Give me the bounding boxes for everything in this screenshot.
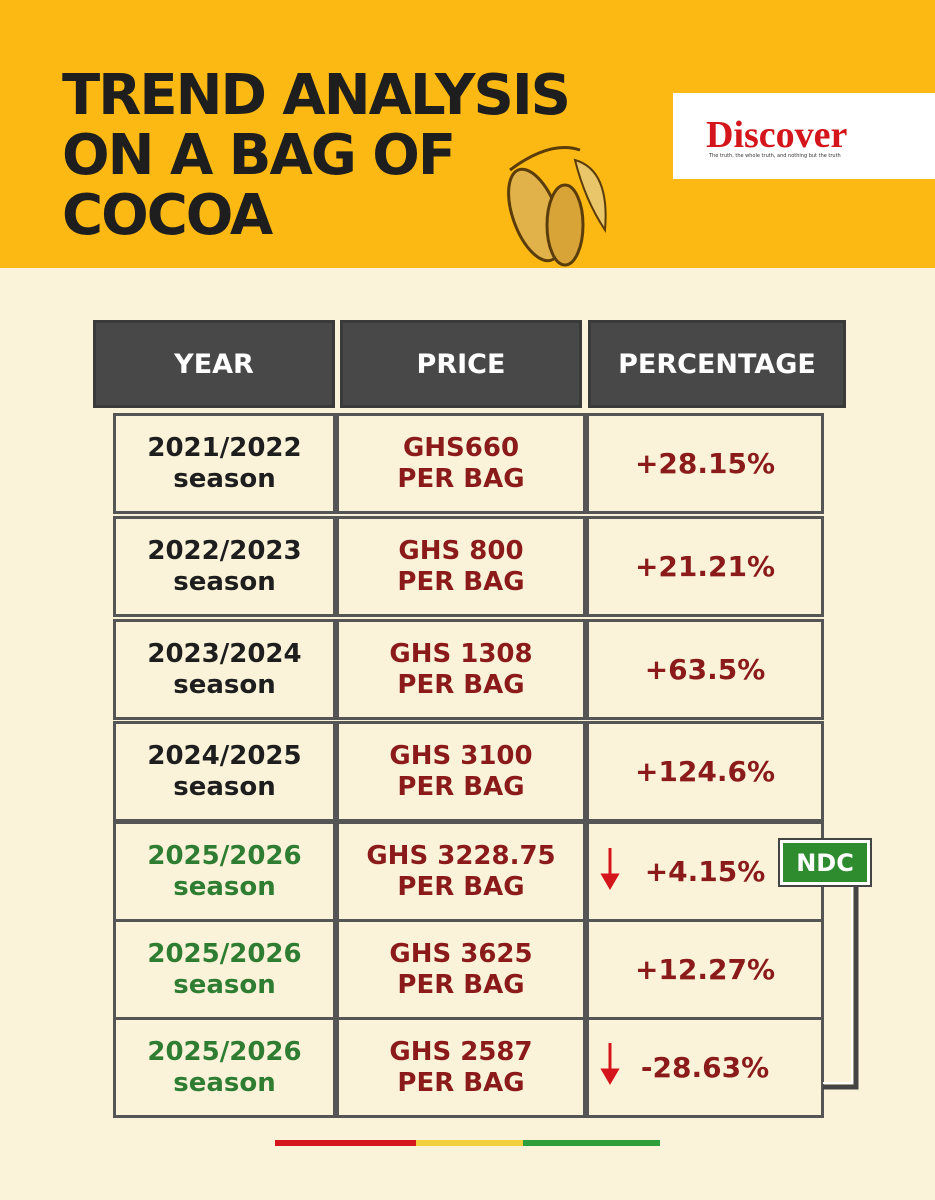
title: TREND ANALYSIS ON A BAG OF COCOA [62, 63, 571, 248]
percentage: -28.63% [640, 1051, 770, 1084]
title-line: COCOA [62, 183, 273, 248]
percentage: +12.27% [634, 953, 776, 986]
year-cell: 2024/2025 season [113, 721, 336, 822]
price-unit: PER BAG [397, 1067, 525, 1098]
price: GHS 1308 [389, 638, 533, 669]
year-cell: 2022/2023 season [113, 516, 336, 617]
season: season [173, 463, 276, 494]
year: 2025/2026 [147, 1036, 302, 1067]
column-header: PRICE [340, 320, 582, 408]
price: GHS660 [402, 432, 520, 463]
column-header: YEAR [93, 320, 335, 408]
percentage-cell: +63.5% [586, 619, 824, 720]
year: 2024/2025 [147, 740, 302, 771]
season: season [173, 669, 276, 700]
price: GHS 800 [398, 535, 524, 566]
year-cell: 2025/2026 season [113, 821, 336, 922]
percentage-cell: +21.21% [586, 516, 824, 617]
column-header: PERCENTAGE [588, 320, 846, 408]
price-unit: PER BAG [397, 871, 525, 902]
percentage: +124.6% [634, 755, 776, 788]
season: season [173, 771, 276, 802]
year: 2025/2026 [147, 938, 302, 969]
price-unit: PER BAG [397, 566, 525, 597]
price-unit: PER BAG [397, 771, 525, 802]
price: GHS 3100 [389, 740, 533, 771]
year: 2025/2026 [147, 840, 302, 871]
ndc-label: NDC [780, 840, 870, 885]
season: season [173, 1067, 276, 1098]
price-unit: PER BAG [397, 969, 525, 1000]
price-cell: GHS660 PER BAG [336, 413, 586, 514]
year: 2022/2023 [147, 535, 302, 566]
price: GHS 2587 [389, 1036, 533, 1067]
price: GHS 3228.75 [366, 840, 556, 871]
percentage: +63.5% [644, 653, 766, 686]
season: season [173, 871, 276, 902]
year-cell: 2023/2024 season [113, 619, 336, 720]
price-unit: PER BAG [397, 669, 525, 700]
logo-tagline: The truth, the whole truth, and nothing … [709, 153, 841, 159]
year-cell: 2025/2026 season [113, 1017, 336, 1118]
price-cell: GHS 3100 PER BAG [336, 721, 586, 822]
price-cell: GHS 2587 PER BAG [336, 1017, 586, 1118]
year: 2021/2022 [147, 432, 302, 463]
percentage: +4.15% [644, 855, 766, 888]
title-line: TREND ANALYSIS [62, 63, 571, 128]
logo-name: Discover [706, 114, 848, 156]
price-cell: GHS 1308 PER BAG [336, 619, 586, 720]
percentage-cell: +124.6% [586, 721, 824, 822]
percentage-cell: +28.15% [586, 413, 824, 514]
year-cell: 2021/2022 season [113, 413, 336, 514]
percentage: +21.21% [634, 550, 776, 583]
price-cell: GHS 800 PER BAG [336, 516, 586, 617]
season: season [173, 566, 276, 597]
title-line: ON A BAG OF [62, 123, 456, 188]
percentage: +28.15% [634, 447, 776, 480]
price-cell: GHS 3228.75 PER BAG [336, 821, 586, 922]
season: season [173, 969, 276, 1000]
price-unit: PER BAG [397, 463, 525, 494]
logo: Discover The truth, the whole truth, and… [673, 93, 935, 179]
year: 2023/2024 [147, 638, 302, 669]
percentage-cell: -28.63% [586, 1017, 824, 1118]
price: GHS 3625 [389, 938, 533, 969]
cocoa-illustration [507, 146, 607, 267]
